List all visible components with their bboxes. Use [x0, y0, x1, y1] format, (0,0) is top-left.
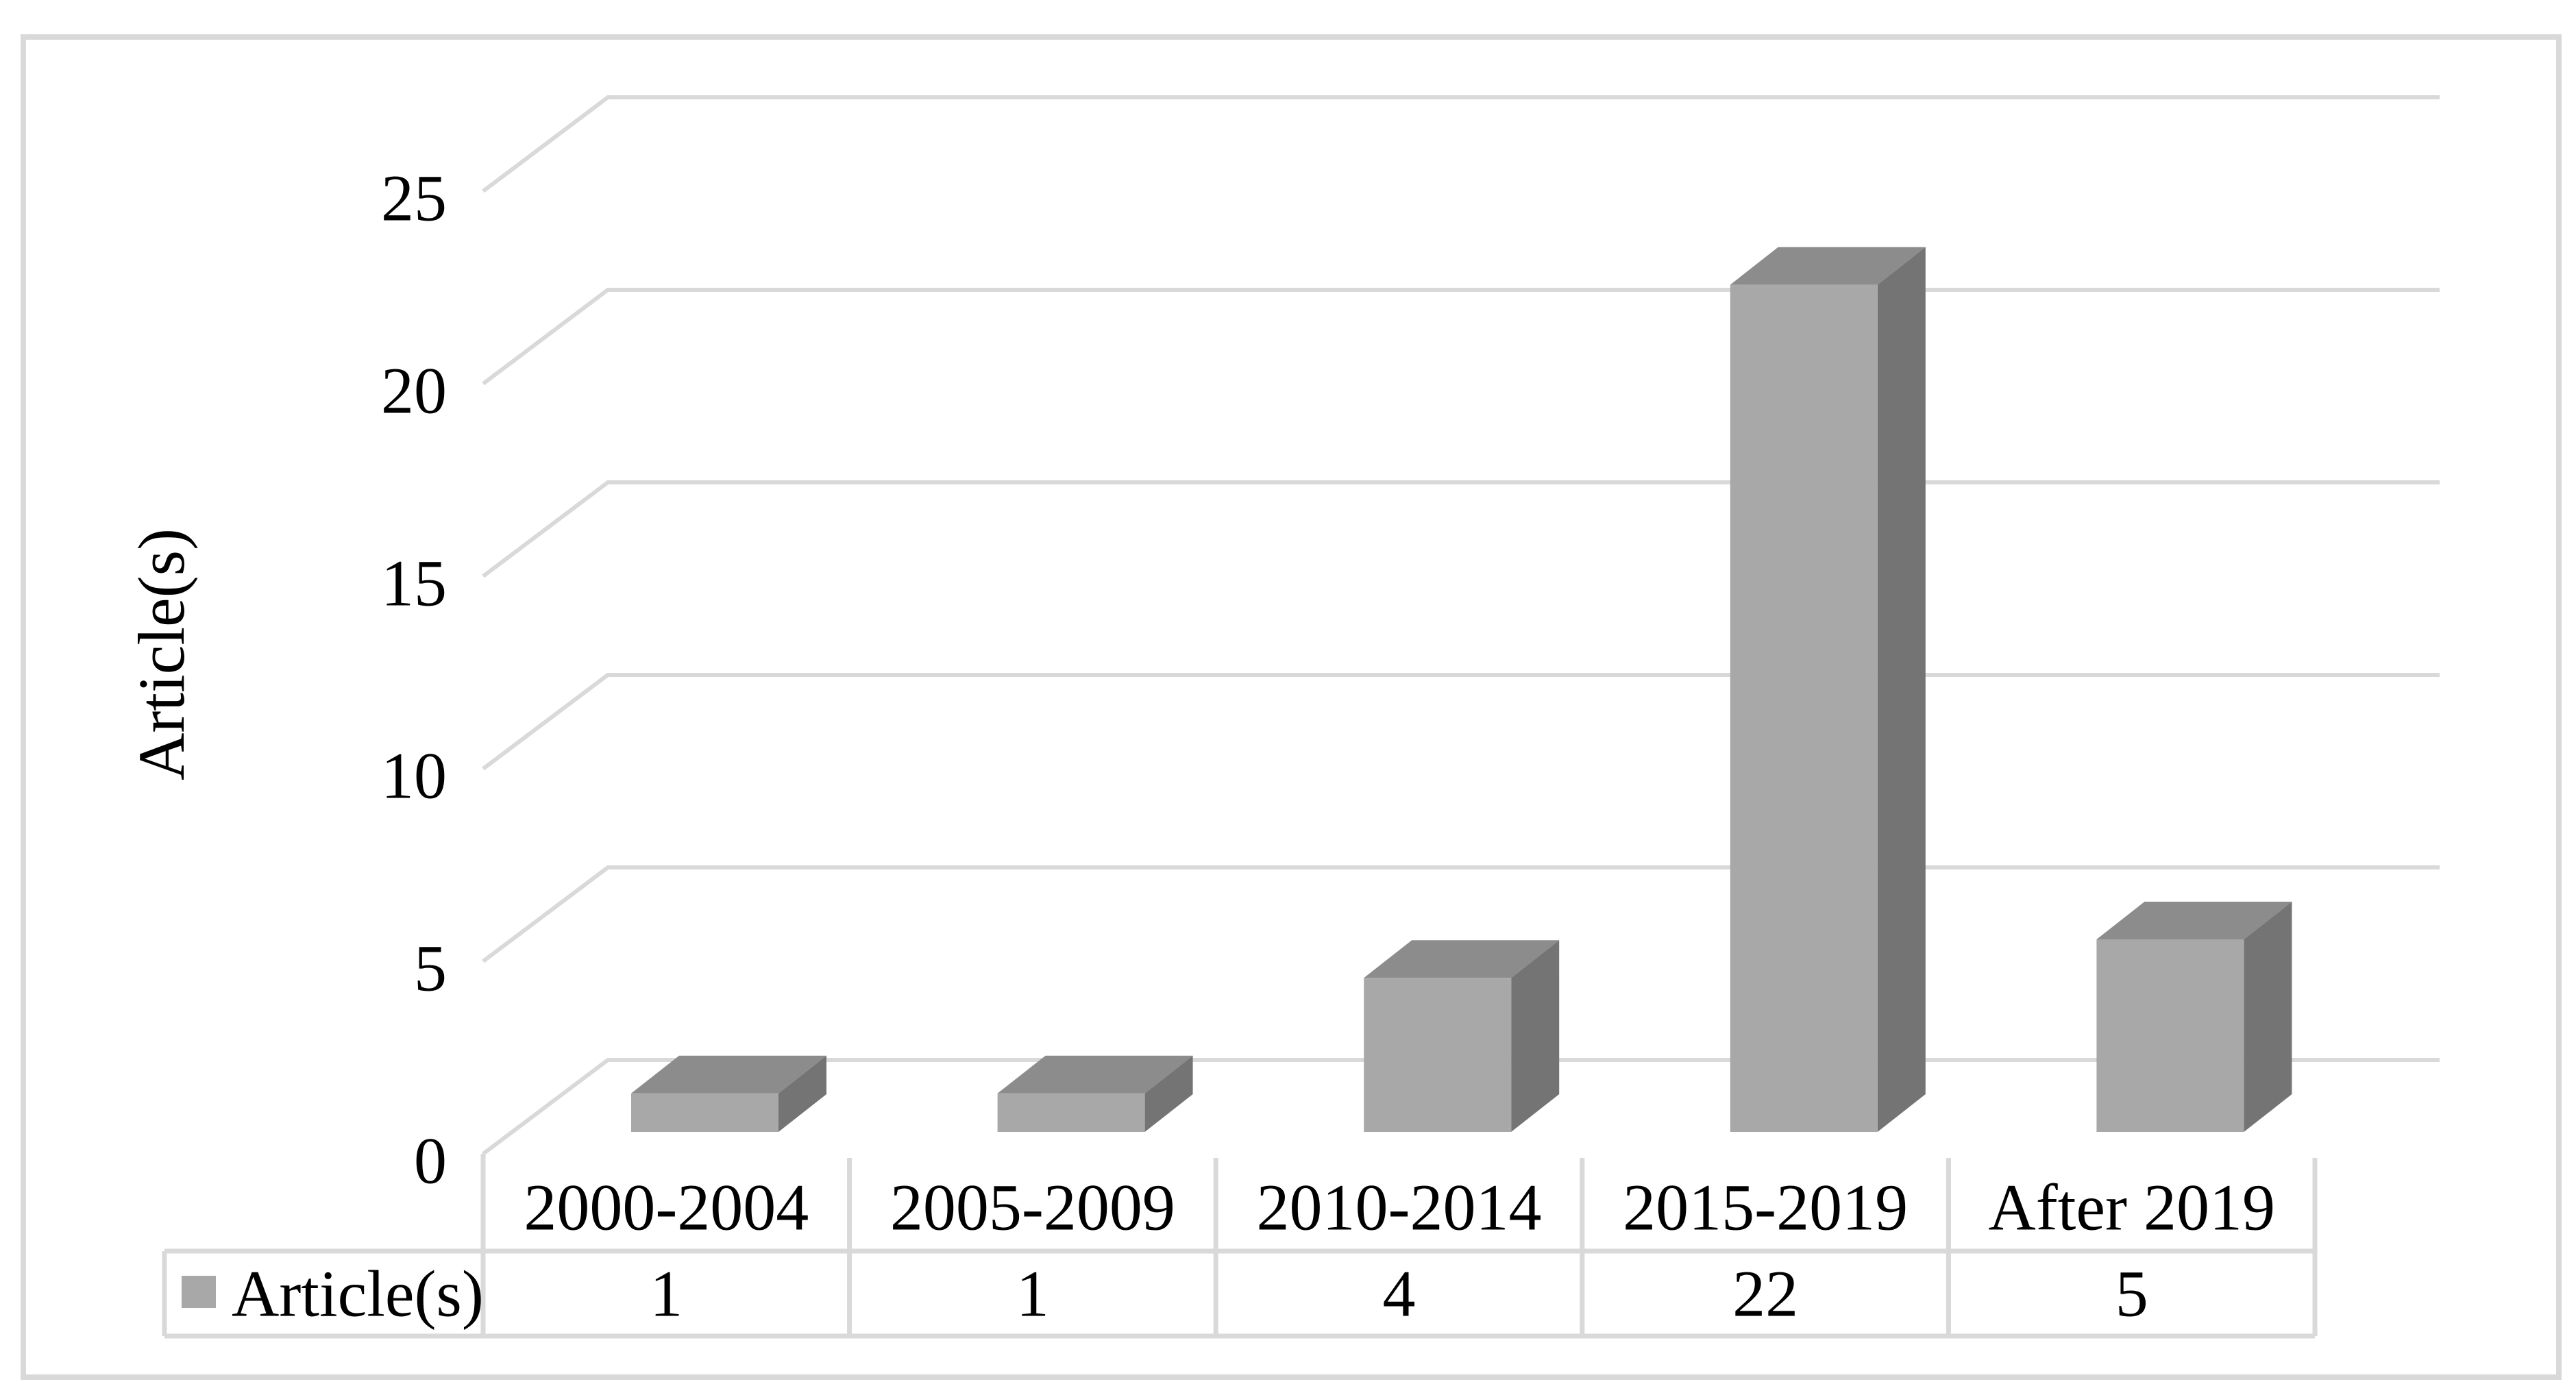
data-table-layer: [162, 1154, 2318, 1339]
gridline: [482, 288, 2440, 386]
bar-front-face: [631, 1093, 778, 1132]
y-tick-label: 5: [414, 932, 447, 1005]
bar-top-face: [631, 1055, 826, 1094]
bar-front-face: [1364, 978, 1512, 1132]
category-label: After 2019: [1988, 1171, 2275, 1244]
y-tick-label: 10: [381, 739, 447, 813]
bar-front-face: [2096, 939, 2244, 1132]
figure-border: [21, 34, 2562, 1380]
bar-top-face: [997, 1055, 1193, 1094]
bar: [997, 1055, 1193, 1132]
bar-top-face: [1730, 247, 1926, 285]
table-value: 22: [1732, 1257, 1798, 1331]
gridline: [482, 480, 2440, 578]
bar: [631, 1055, 826, 1132]
bar-top-face: [1364, 940, 1560, 978]
bar: [1364, 940, 1560, 1132]
bar-side-face: [1511, 940, 1560, 1132]
y-axis-title: Article(s): [125, 528, 198, 780]
table-value: 5: [2115, 1257, 2148, 1331]
bar-side-face: [778, 1055, 826, 1132]
data-table-legend-label: Article(s): [232, 1257, 484, 1331]
labels-layer: 0 5 10 15 20 25 2000-2004 1 2005-2009 1 2010-2014 4…: [381, 162, 2275, 1331]
bar-side-face: [2244, 902, 2292, 1132]
category-label: 2015-2019: [1623, 1171, 1908, 1244]
bar-front-face: [997, 1093, 1145, 1132]
gridline: [482, 673, 2440, 771]
bar: [1730, 247, 1926, 1133]
table-value: 1: [650, 1257, 683, 1331]
bar-front-face: [1730, 284, 1878, 1133]
bar-side-face: [1144, 1055, 1193, 1132]
category-label: 2010-2014: [1257, 1171, 1542, 1244]
bar: [2096, 902, 2292, 1132]
gridline: [482, 95, 2440, 193]
y-tick-label: 25: [381, 162, 447, 235]
y-tick-label: 20: [381, 354, 447, 428]
category-label: 2000-2004: [524, 1171, 809, 1244]
y-tick-label: 15: [381, 547, 447, 620]
bars-layer: [631, 247, 2292, 1133]
category-label: 2005-2009: [890, 1171, 1175, 1244]
y-tick-label: 0: [414, 1124, 447, 1198]
table-value: 4: [1383, 1257, 1416, 1331]
bar-side-face: [1877, 247, 1926, 1133]
legend-swatch: [182, 1276, 216, 1308]
bar-top-face: [2096, 902, 2292, 939]
table-value: 1: [1016, 1257, 1049, 1331]
